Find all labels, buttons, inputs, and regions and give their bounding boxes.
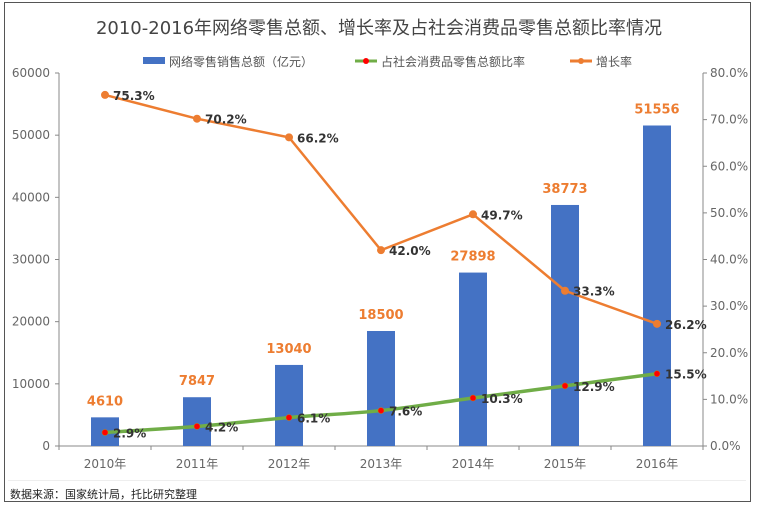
- right-tick-label: 30.0%: [710, 299, 748, 313]
- legend-label: 网络零售销售总额（亿元）: [169, 54, 313, 69]
- right-tick-label: 20.0%: [710, 346, 748, 360]
- ratio-marker: [193, 423, 201, 430]
- bar-data-label: 7847: [179, 374, 215, 389]
- growth-marker: [193, 114, 201, 123]
- bar-data-label: 13040: [266, 342, 311, 357]
- bar-data-label: 18500: [358, 308, 403, 323]
- x-tick-label: 2015年: [544, 457, 587, 471]
- right-tick-label: 40.0%: [710, 253, 748, 267]
- x-tick-label: 2010年: [84, 457, 127, 471]
- growth-data-label: 75.3%: [113, 89, 155, 103]
- growth-marker: [469, 210, 477, 219]
- growth-data-label: 26.2%: [665, 318, 707, 332]
- right-tick-label: 70.0%: [710, 113, 748, 127]
- ratio-data-label: 6.1%: [297, 412, 330, 426]
- growth-data-label: 66.2%: [297, 131, 339, 145]
- left-tick-label: 40000: [12, 190, 50, 204]
- left-tick-label: 50000: [12, 128, 50, 142]
- growth-marker: [653, 319, 661, 328]
- growth-data-label: 49.7%: [481, 208, 523, 222]
- ratio-marker: [101, 429, 109, 436]
- growth-marker: [101, 90, 109, 99]
- left-tick-label: 20000: [12, 315, 50, 329]
- left-tick-label: 10000: [12, 377, 50, 391]
- right-tick-label: 10.0%: [710, 392, 748, 406]
- x-tick-label: 2012年: [268, 457, 311, 471]
- legend-swatch-marker: [578, 58, 584, 64]
- ratio-data-label: 15.5%: [665, 368, 707, 382]
- ratio-marker: [653, 370, 661, 377]
- ratio-data-label: 4.2%: [205, 420, 238, 434]
- ratio-data-label: 10.3%: [481, 392, 523, 406]
- bar-data-label: 4610: [87, 394, 123, 409]
- chart-frame: [4, 2, 751, 502]
- ratio-data-label: 12.9%: [573, 380, 615, 394]
- ratio-data-label: 7.6%: [389, 405, 422, 419]
- left-tick-label: 30000: [12, 253, 50, 267]
- bar: [367, 330, 395, 446]
- left-tick-label: 0: [42, 439, 50, 453]
- left-tick-label: 60000: [12, 66, 50, 80]
- x-tick-label: 2013年: [360, 457, 403, 471]
- ratio-marker: [285, 414, 293, 421]
- growth-data-label: 42.0%: [389, 244, 431, 258]
- bar: [643, 125, 671, 446]
- x-tick-label: 2016年: [636, 457, 679, 471]
- growth-data-label: 70.2%: [205, 113, 247, 127]
- ratio-marker: [561, 382, 569, 390]
- bar: [551, 204, 579, 446]
- bar: [459, 272, 487, 446]
- legend-label: 增长率: [596, 54, 632, 69]
- source-note: 数据来源：国家统计局，托比研究整理: [10, 488, 197, 501]
- chart-title: 2010-2016年网络零售总额、增长率及占社会消费品零售总额比率情况: [96, 18, 662, 39]
- ratio-data-label: 2.9%: [113, 426, 146, 440]
- bar-data-label: 38773: [542, 182, 587, 197]
- growth-data-label: 33.3%: [573, 285, 615, 299]
- growth-marker: [377, 246, 385, 255]
- legend-swatch-bar: [143, 57, 165, 64]
- growth-marker: [285, 133, 293, 142]
- divider: [8, 480, 746, 481]
- right-tick-label: 50.0%: [710, 206, 748, 220]
- growth-marker: [561, 286, 569, 295]
- right-tick-label: 0.0%: [710, 439, 741, 453]
- ratio-marker: [469, 394, 477, 402]
- bar: [183, 397, 211, 446]
- legend-swatch-marker: [363, 58, 369, 64]
- bar-data-label: 27898: [450, 250, 495, 265]
- legend-label: 占社会消费品零售总额比率: [381, 54, 525, 69]
- bar-data-label: 51556: [634, 102, 679, 117]
- right-tick-label: 60.0%: [710, 159, 748, 173]
- bar: [275, 364, 303, 446]
- x-tick-label: 2011年: [176, 457, 219, 471]
- ratio-marker: [377, 407, 385, 414]
- x-tick-label: 2014年: [452, 457, 495, 471]
- right-tick-label: 80.0%: [710, 66, 748, 80]
